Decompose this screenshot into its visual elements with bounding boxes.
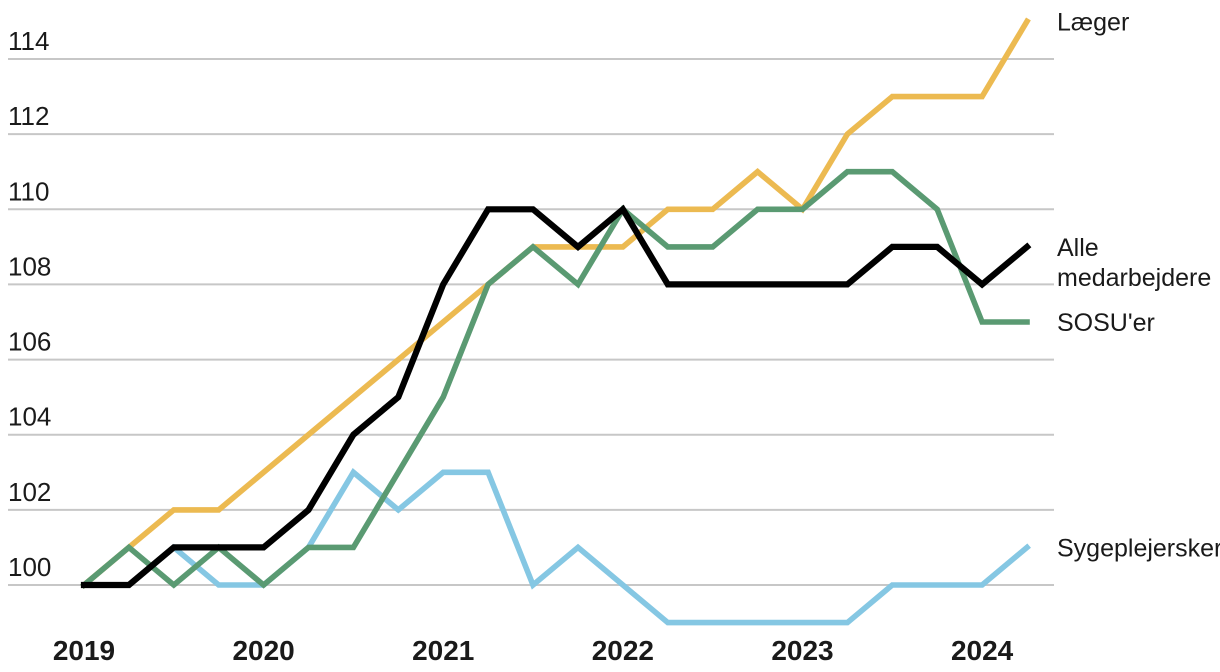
series-lines-group: [80, 17, 1032, 626]
y-tick-label-110: 110: [8, 176, 49, 206]
x-tick-label-2024: 2024: [951, 635, 1014, 666]
labels-group: 100 102 104 106 108 110 112 114 2019 2020 2021 2022…: [8, 8, 1220, 666]
series-line-sosuer: [80, 168, 1030, 589]
y-tick-label-114: 114: [8, 26, 49, 56]
x-tick-label-2019: 2019: [53, 635, 115, 666]
series-label-alle-medarbejdere-line2: medarbejdere: [1057, 264, 1211, 292]
series-line-sygeplejersker: [81, 468, 1031, 626]
y-tick-label-108: 108: [8, 251, 51, 281]
x-tick-label-2023: 2023: [771, 635, 833, 666]
gridlines-group: [8, 58, 1054, 586]
y-tick-label-112: 112: [8, 101, 49, 131]
y-tick-label-100: 100: [8, 552, 51, 582]
y-tick-label-104: 104: [8, 402, 51, 432]
series-label-laeger: Læger: [1057, 8, 1129, 36]
x-tick-label-2022: 2022: [592, 635, 654, 666]
y-tick-label-106: 106: [8, 327, 51, 357]
series-label-sosuer: SOSU'er: [1057, 309, 1155, 337]
y-tick-label-102: 102: [8, 477, 51, 507]
series-line-alle-medarbejdere: [80, 204, 1032, 589]
series-label-alle-medarbejdere-line1: Alle: [1057, 234, 1099, 262]
series-label-sygeplejersker: Sygeplejersker: [1057, 534, 1220, 562]
x-tick-label-2020: 2020: [232, 635, 294, 666]
series-line-laeger: [80, 17, 1031, 589]
x-tick-label-2021: 2021: [412, 635, 474, 666]
